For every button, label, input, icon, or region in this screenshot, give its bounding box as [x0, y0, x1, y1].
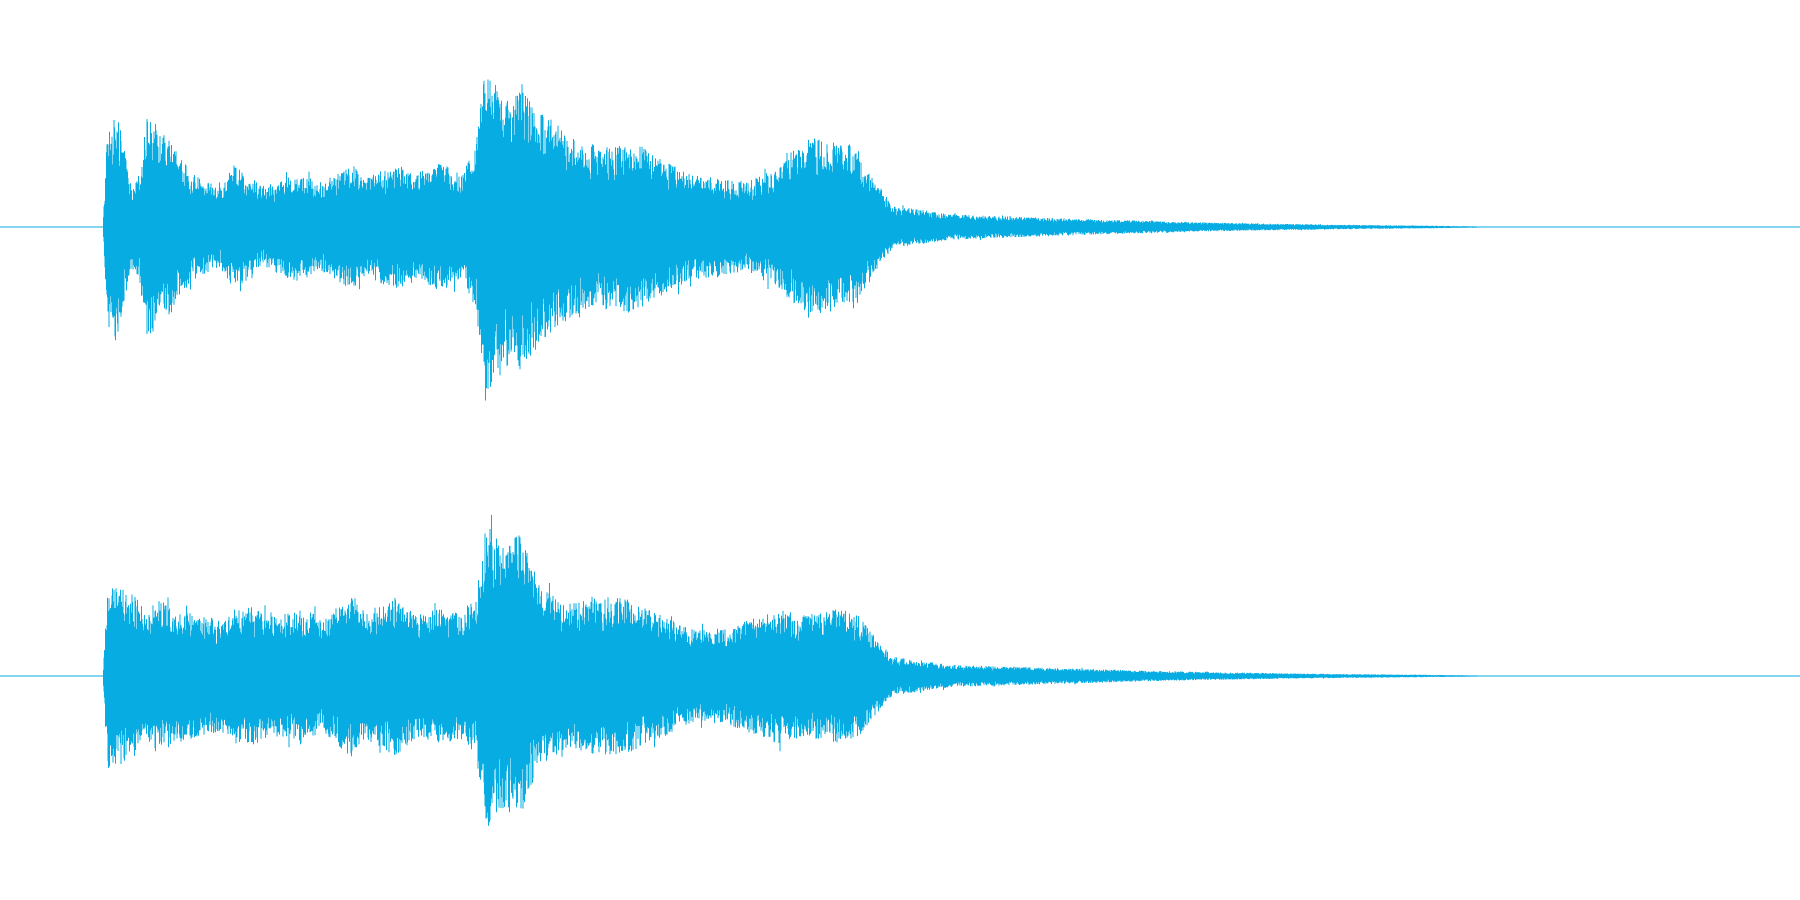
channel-1-wave — [103, 79, 1479, 401]
channel-2-wave — [103, 514, 1479, 826]
waveform-channel-2 — [0, 514, 1800, 826]
channel-1-samples — [103, 79, 1479, 401]
channel-2-samples — [103, 514, 1479, 826]
waveform-channel-1 — [0, 79, 1800, 401]
